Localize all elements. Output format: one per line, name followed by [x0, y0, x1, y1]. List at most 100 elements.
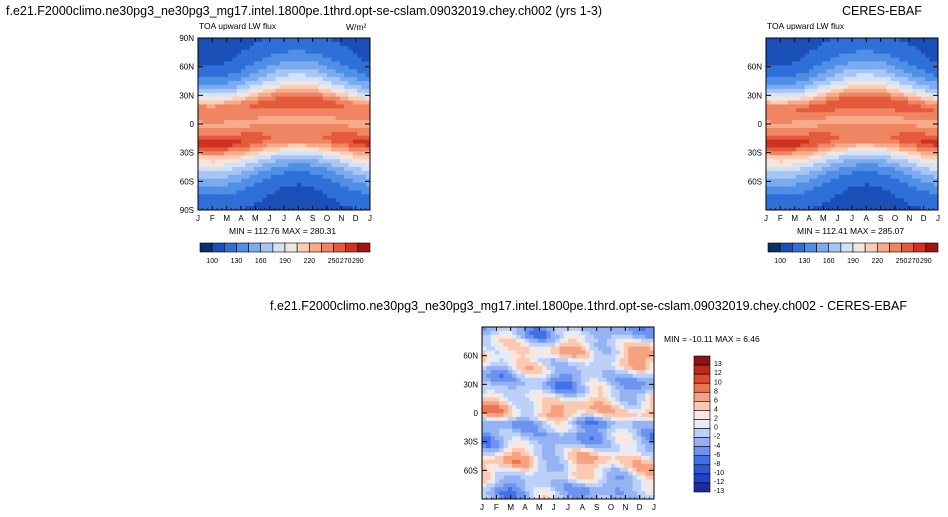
diff-cell — [486, 413, 491, 418]
diff-cell — [494, 424, 500, 430]
model-cell — [253, 57, 259, 62]
ceres-cell — [895, 41, 900, 47]
model-cell — [279, 120, 285, 125]
model-cell — [198, 116, 203, 121]
model-cell — [275, 147, 281, 152]
ceres-cell — [796, 139, 801, 144]
ceres-cell — [787, 194, 793, 199]
top-left-title: f.e21.F2000climo.ne30pg3_ne30pg3_mg17.in… — [6, 4, 602, 18]
model-cell — [335, 61, 341, 66]
ceres-cell — [920, 57, 926, 62]
diff-cell — [499, 334, 504, 340]
diff-cell — [572, 420, 577, 426]
model-cell — [357, 127, 362, 133]
ceres-cell — [912, 131, 917, 137]
ceres-cell — [821, 127, 827, 133]
model-cell — [322, 170, 328, 176]
model-cell — [206, 112, 212, 117]
model-cell — [352, 100, 358, 105]
ceres-cell — [826, 198, 831, 203]
diff-cell — [611, 428, 616, 433]
model-cell — [292, 139, 298, 144]
model-cell — [301, 84, 306, 90]
ceres-cell — [839, 116, 844, 121]
model-cell — [262, 131, 268, 137]
model-cell — [309, 96, 315, 101]
ceres-cell — [821, 198, 827, 203]
model-cell — [331, 69, 336, 74]
diff-cell — [580, 432, 586, 437]
ceres-cell — [882, 170, 887, 176]
diff-cell — [619, 370, 625, 375]
diff-cell — [507, 330, 513, 336]
ceres-cell — [869, 194, 874, 199]
model-cell — [202, 131, 207, 137]
ceres-cell — [791, 198, 797, 203]
ceres-cell — [791, 124, 797, 129]
model-cell — [288, 147, 293, 152]
ceres-cell — [839, 131, 844, 137]
diff-cell — [649, 397, 655, 402]
ceres-cell — [778, 127, 784, 133]
model-cell — [339, 174, 345, 180]
model-cell — [202, 155, 207, 160]
diff-cell — [499, 409, 504, 414]
model-cell — [215, 112, 220, 117]
ceres-cell — [864, 167, 870, 172]
ceres-cell — [778, 159, 784, 164]
ceres-cell — [796, 38, 801, 43]
diff-cell — [619, 432, 625, 437]
diff-cell — [611, 377, 616, 383]
ceres-cell — [907, 131, 913, 137]
model-cell — [314, 53, 319, 58]
diff-cell — [563, 330, 569, 336]
model-cell — [292, 69, 298, 74]
ceres-cell — [813, 96, 818, 101]
model-cell — [223, 100, 229, 105]
model-cell — [361, 100, 367, 105]
model-cell — [249, 108, 255, 113]
model-cell — [206, 100, 212, 105]
ceres-cell — [817, 53, 823, 58]
diff-cell — [550, 334, 556, 340]
model-cell — [339, 159, 345, 164]
ceres-cell — [895, 104, 900, 109]
ceres-cell — [791, 69, 797, 74]
ceres-cell — [821, 151, 827, 156]
diff-cell — [615, 428, 620, 433]
model-cell — [322, 163, 328, 168]
model-cell — [348, 170, 354, 176]
ceres-cell — [791, 159, 797, 164]
model-cell — [258, 65, 263, 70]
model-cell — [284, 182, 289, 187]
diff-cell — [507, 381, 513, 387]
ceres-cell — [929, 167, 935, 172]
ceres-cell — [925, 108, 930, 113]
diff-cell — [576, 346, 582, 351]
diff-cell — [576, 377, 582, 383]
ceres-cell — [778, 143, 784, 148]
model-cell — [339, 194, 345, 199]
diff-cell — [550, 416, 556, 422]
diff-cell — [525, 424, 530, 430]
diff-cell — [525, 377, 530, 383]
diff-cell — [512, 416, 517, 422]
ceres-cell — [933, 88, 939, 94]
diff-cell — [533, 327, 539, 332]
model-cell — [314, 73, 319, 78]
diff-cell — [576, 370, 582, 375]
model-cell — [198, 69, 203, 74]
ceres-cell — [813, 116, 818, 121]
model-cell — [327, 182, 332, 187]
diff-cell — [542, 440, 547, 445]
ceres-cell — [916, 124, 922, 129]
diff-cell — [572, 354, 577, 359]
ceres-cell — [912, 73, 917, 78]
ceres-cell — [813, 53, 818, 58]
diff-cell — [507, 370, 513, 375]
ceres-cell — [860, 163, 866, 168]
model-cell — [262, 96, 268, 101]
model-cell — [258, 53, 263, 58]
model-cell — [327, 131, 332, 137]
model-cell — [361, 108, 367, 113]
